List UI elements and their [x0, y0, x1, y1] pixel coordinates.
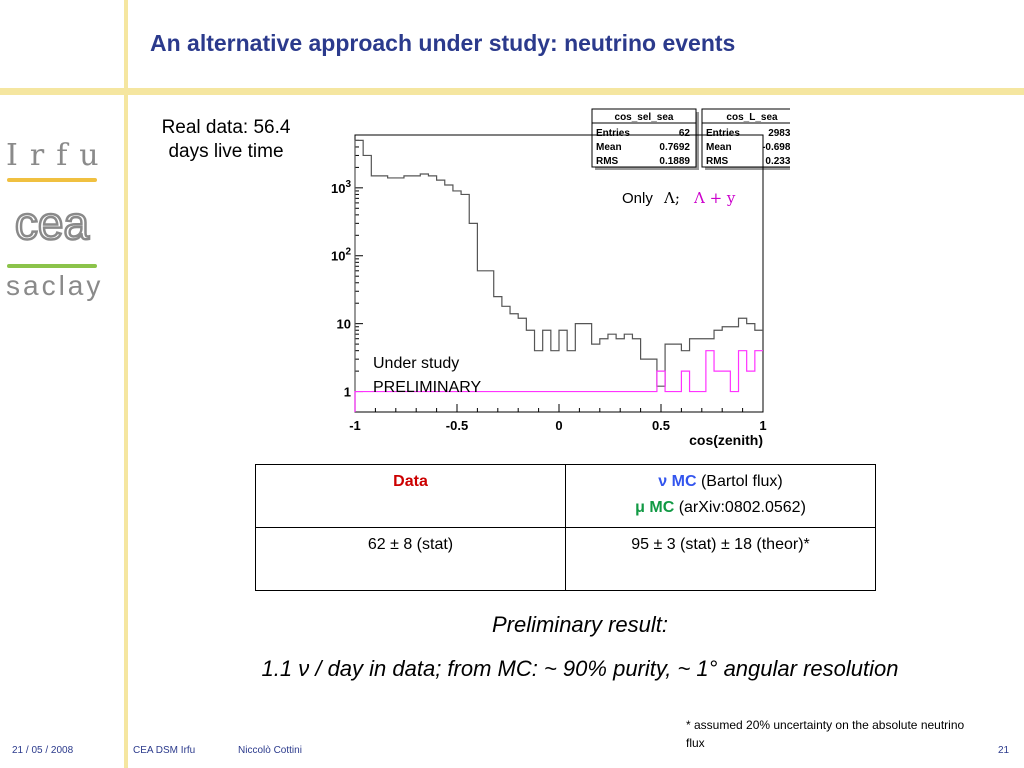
cea-logo: cea: [14, 196, 91, 250]
stats-row-key: Mean: [706, 142, 732, 153]
stats-row-value: -0.6985: [762, 142, 790, 153]
histogram-series: [354, 139, 763, 412]
footnote: * assumed 20% uncertainty on the absolut…: [686, 718, 965, 750]
data-value: 62 ± 8 (stat): [255, 527, 566, 591]
stats-row-value: 0.1889: [659, 156, 690, 167]
stats-row-key: Entries: [706, 128, 740, 139]
stats-row-value: 0.7692: [659, 142, 690, 153]
x-tick-label: -1: [349, 418, 361, 433]
stats-box-title: cos_sel_sea: [615, 112, 674, 123]
footer-date: 21 / 05 / 2008: [12, 745, 74, 756]
mc-value: 95 ± 3 (stat) ± 18 (theor)*: [565, 527, 876, 591]
real-data-note: Real data: 56.4 days live time: [161, 117, 291, 162]
result-statement: 1.1 ν / day in data; from MC: ~ 90% puri…: [261, 656, 899, 681]
annotation-preliminary: PRELIMINARY: [373, 379, 482, 396]
footer-org: CEA DSM Irfu: [133, 745, 196, 756]
stats-box-cos_sel_sea: cos_sel_sea Entries 62 Mean 0.7692 RMS 0.1889: [591, 108, 699, 170]
header-mc-cell: ν MC (Bartol flux) μ MC (arXiv:0802.0562…: [565, 464, 876, 528]
horizontal-rule: [0, 88, 1024, 95]
series-cos_L_sea: [354, 139, 763, 412]
vertical-rule: [124, 0, 128, 768]
y-tick-label: 10: [337, 317, 351, 332]
legend-lambda: Λ;: [663, 189, 680, 207]
preliminary-label: Preliminary result:: [491, 612, 669, 637]
cea-logo-text: cea: [15, 197, 90, 249]
legend-lambda-y: Λ + y: [693, 189, 736, 207]
legend-only: Only: [622, 190, 653, 207]
logo-divider-green: [7, 264, 97, 268]
stats-row-key: RMS: [596, 156, 619, 167]
irfu-logo: Irfu: [6, 138, 111, 173]
axis-ticks: -1 -0.5 0 0.5 1 1 10 102 103: [331, 139, 767, 433]
y-tick-label: 103: [331, 179, 351, 196]
mu-symbol: μ: [635, 499, 645, 516]
stats-row-key: Entries: [596, 128, 630, 139]
nu-mc-label: MC: [671, 473, 697, 490]
x-tick-label: 0.5: [652, 418, 670, 433]
x-tick-label: -0.5: [446, 418, 468, 433]
x-axis-label: cos(zenith): [689, 432, 763, 448]
mu-mc-label: MC: [649, 499, 675, 516]
y-tick-label: 1: [344, 385, 351, 400]
header-data-cell: Data: [255, 464, 566, 528]
saclay-logo: saclay: [6, 270, 104, 301]
stats-row-value: 62: [679, 128, 691, 139]
stats-row-value: 29833: [768, 128, 790, 139]
footer-page: 21: [998, 745, 1010, 756]
nu-symbol: ν: [658, 473, 668, 490]
stats-box-cos_L_sea: cos_L_sea Entries 29833 Mean -0.6985 RMS 0.233…: [701, 108, 790, 170]
annotation-under-study: Under study: [373, 355, 459, 372]
header-data: Data: [393, 473, 428, 490]
stats-row-key: Mean: [596, 142, 622, 153]
stats-row-value: 0.2336: [765, 156, 790, 167]
bartol-flux: (Bartol flux): [700, 473, 783, 490]
arxiv-ref: (arXiv:0802.0562): [678, 499, 806, 516]
y-tick-label: 102: [331, 247, 351, 264]
x-tick-label: 0: [555, 418, 562, 433]
slide-title: An alternative approach under study: neu…: [150, 30, 736, 56]
stats-box-title: cos_L_sea: [726, 112, 778, 123]
footer-author: Niccolò Cottini: [238, 745, 302, 756]
logo-divider-orange: [7, 178, 97, 182]
results-table: Data ν MC (Bartol flux) μ MC (arXiv:0802…: [255, 464, 876, 591]
x-tick-label: 1: [759, 418, 766, 433]
stats-row-key: RMS: [706, 156, 729, 167]
series-cos_sel_sea: [354, 350, 763, 412]
